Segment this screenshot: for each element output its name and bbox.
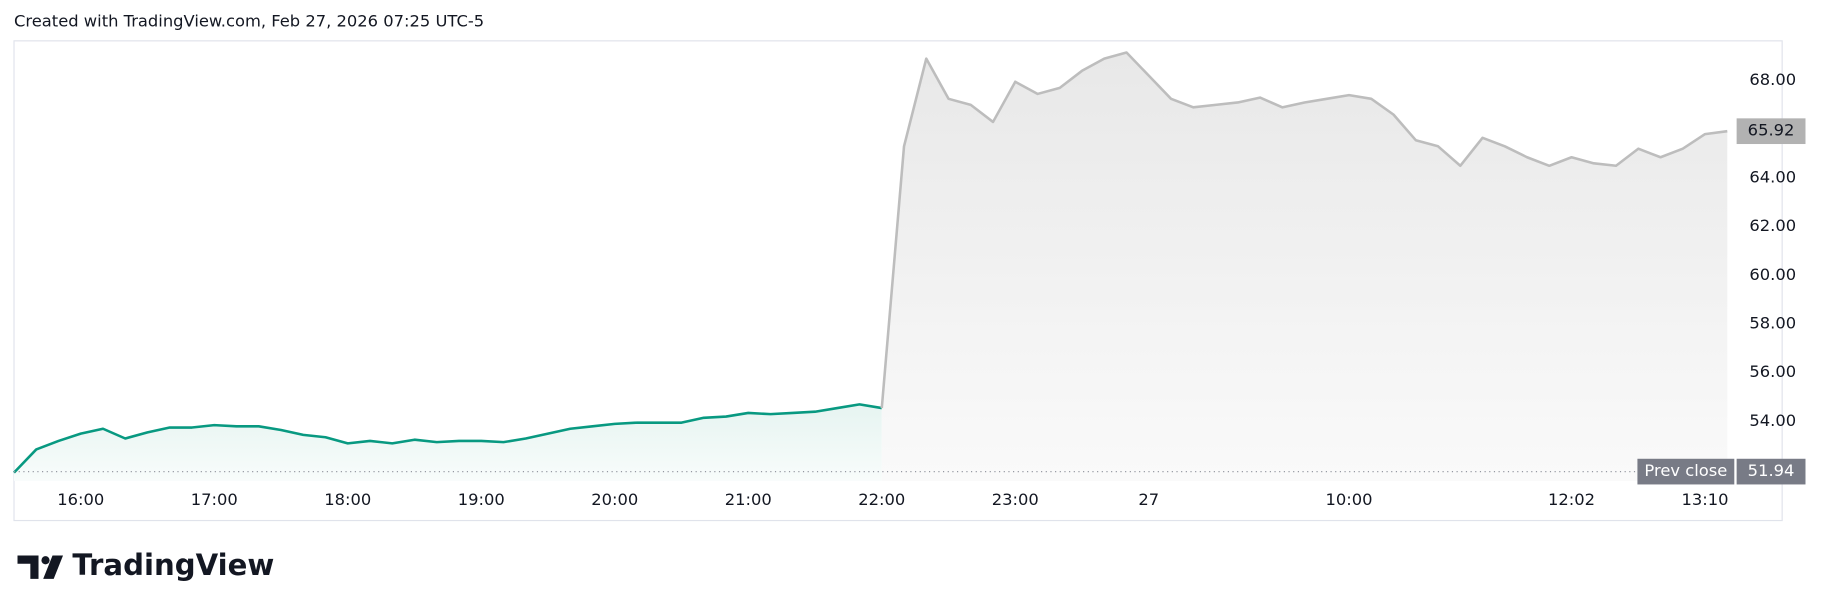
x-tick-label: 22:00 [858, 490, 905, 509]
y-tick-label: 64.00 [1749, 167, 1796, 186]
x-tick-label: 27 [1138, 490, 1159, 509]
prev-close-label-box [1637, 458, 1735, 485]
x-tick-label: 12:02 [1548, 490, 1595, 509]
x-tick-label: 19:00 [458, 490, 505, 509]
y-tick-label: 60.00 [1749, 265, 1796, 284]
last-price-box [1736, 118, 1806, 145]
x-tick-label: 16:00 [57, 490, 104, 509]
y-tick-label: 54.00 [1749, 411, 1796, 430]
x-tick-label: 20:00 [591, 490, 638, 509]
series-line [880, 51, 1728, 409]
x-tick-label: 21:00 [725, 490, 772, 509]
x-tick-label: 23:00 [992, 490, 1039, 509]
plot: 54.00 56.00 58.00 60.00 62.00 64.00 68.00 16:00… [13, 51, 1806, 509]
x-tick-label: 13:10 [1682, 490, 1729, 509]
brand-logo [17, 555, 64, 579]
last-price: 65.92 [1748, 121, 1795, 140]
y-tick-label: 62.00 [1749, 216, 1796, 235]
prev-close-value-box [1736, 458, 1806, 485]
series-area [881, 52, 1728, 481]
x-tick-label: 10:00 [1326, 490, 1373, 509]
header-text: Created with TradingView.com, Feb 27, 20… [14, 12, 484, 31]
y-tick-label: 68.00 [1749, 70, 1796, 89]
series-line [13, 403, 882, 474]
prev-close-label: Prev close [1644, 461, 1727, 480]
chart-frame [13, 40, 1783, 522]
x-tick-label: 18:00 [324, 490, 371, 509]
brand-name: TradingView [72, 548, 274, 582]
y-tick-label: 56.00 [1749, 362, 1796, 381]
prev-close-value: 51.94 [1748, 461, 1795, 480]
x-tick-label: 17:00 [191, 490, 238, 509]
y-tick-label: 58.00 [1749, 314, 1796, 333]
